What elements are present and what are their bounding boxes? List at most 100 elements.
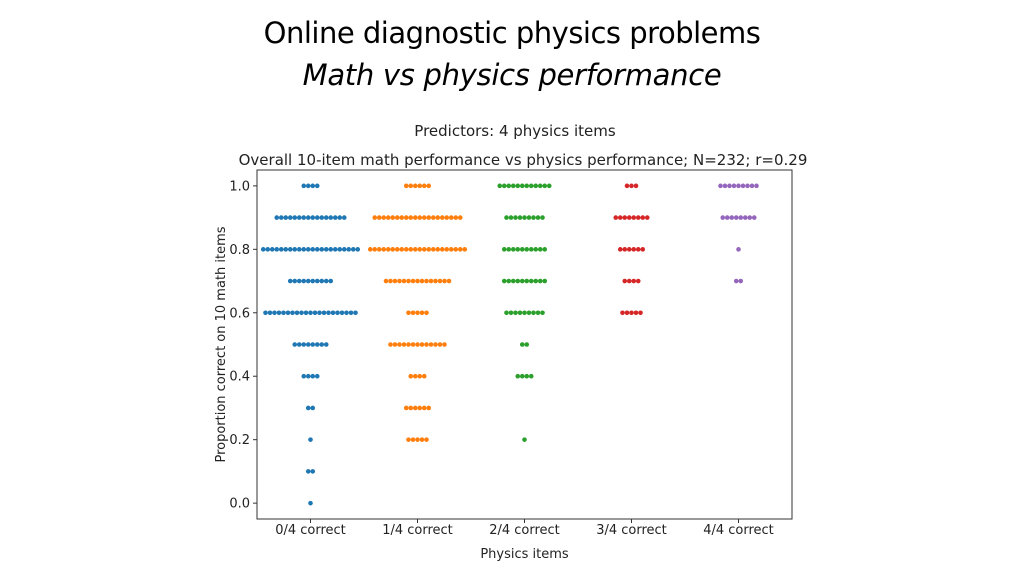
data-point bbox=[328, 278, 334, 284]
data-point bbox=[428, 278, 434, 284]
data-point bbox=[754, 183, 759, 189]
data-point bbox=[287, 215, 293, 220]
data-point bbox=[626, 278, 632, 284]
data-point bbox=[412, 247, 418, 252]
data-point bbox=[435, 215, 441, 220]
data-point bbox=[528, 373, 534, 379]
data-point bbox=[433, 278, 438, 284]
data-point bbox=[305, 469, 311, 474]
x-tick-label: 1/4 correct bbox=[382, 523, 453, 538]
data-point bbox=[620, 310, 625, 316]
data-point bbox=[394, 215, 400, 220]
data-point bbox=[633, 310, 639, 316]
data-point bbox=[319, 215, 325, 220]
data-point bbox=[310, 247, 316, 252]
data-point bbox=[749, 183, 755, 189]
data-point bbox=[626, 215, 632, 220]
data-point bbox=[515, 183, 521, 189]
data-point bbox=[285, 310, 291, 316]
data-point bbox=[421, 247, 427, 252]
data-point bbox=[283, 215, 289, 220]
data-point bbox=[326, 310, 331, 316]
data-point bbox=[417, 373, 423, 379]
data-point bbox=[323, 215, 329, 220]
data-point bbox=[457, 215, 463, 220]
data-point bbox=[720, 215, 726, 220]
data-point bbox=[310, 342, 316, 347]
data-point bbox=[524, 183, 530, 189]
data-point bbox=[328, 215, 334, 220]
data-point bbox=[426, 405, 432, 411]
data-point bbox=[524, 373, 530, 379]
data-point bbox=[736, 247, 741, 252]
data-point bbox=[533, 247, 539, 252]
data-point bbox=[301, 215, 307, 220]
data-point bbox=[406, 342, 411, 347]
data-point bbox=[341, 247, 347, 252]
data-point bbox=[419, 278, 425, 284]
data-point bbox=[524, 247, 530, 252]
data-point bbox=[540, 215, 545, 220]
data-point bbox=[406, 310, 411, 316]
data-point bbox=[528, 278, 534, 284]
data-point bbox=[421, 373, 427, 379]
data-point bbox=[622, 278, 628, 284]
data-point bbox=[355, 247, 361, 252]
data-point bbox=[635, 247, 641, 252]
data-point bbox=[301, 183, 307, 189]
data-point bbox=[401, 278, 407, 284]
data-point bbox=[301, 373, 307, 379]
data-point bbox=[546, 183, 552, 189]
data-point bbox=[497, 183, 503, 189]
data-point bbox=[332, 215, 338, 220]
data-point bbox=[617, 215, 623, 220]
data-point bbox=[321, 310, 327, 316]
data-point bbox=[522, 437, 527, 442]
data-point bbox=[727, 183, 732, 189]
data-point bbox=[278, 215, 284, 220]
data-point bbox=[426, 215, 432, 220]
data-point bbox=[376, 215, 382, 220]
data-point bbox=[430, 215, 436, 220]
data-point bbox=[314, 215, 320, 220]
data-point bbox=[317, 310, 322, 316]
data-point bbox=[328, 247, 334, 252]
data-point bbox=[372, 247, 378, 252]
data-point bbox=[263, 310, 268, 316]
data-point bbox=[526, 310, 532, 316]
data-point bbox=[517, 310, 523, 316]
data-point bbox=[542, 278, 548, 284]
data-point bbox=[301, 278, 307, 284]
data-point bbox=[412, 183, 418, 189]
data-point bbox=[403, 247, 409, 252]
data-point bbox=[519, 183, 525, 189]
y-axis-label: Proportion correct on 10 math items bbox=[214, 226, 229, 462]
data-point bbox=[417, 405, 423, 411]
data-point bbox=[408, 247, 414, 252]
data-point bbox=[403, 215, 409, 220]
data-point bbox=[406, 278, 411, 284]
data-point bbox=[399, 215, 405, 220]
data-point bbox=[314, 183, 320, 189]
data-point bbox=[415, 342, 420, 347]
data-point bbox=[410, 278, 416, 284]
data-point bbox=[542, 247, 548, 252]
data-point bbox=[415, 310, 420, 316]
data-point bbox=[319, 247, 325, 252]
data-point bbox=[510, 278, 516, 284]
data-point bbox=[722, 183, 728, 189]
data-point bbox=[733, 278, 739, 284]
data-point bbox=[305, 215, 311, 220]
data-point bbox=[335, 310, 340, 316]
data-point bbox=[424, 310, 429, 316]
data-point bbox=[733, 215, 739, 220]
data-point bbox=[745, 183, 750, 189]
data-point bbox=[638, 310, 643, 316]
data-point bbox=[533, 278, 539, 284]
data-point bbox=[344, 310, 349, 316]
data-point bbox=[453, 215, 459, 220]
data-point bbox=[310, 215, 316, 220]
data-point bbox=[305, 278, 311, 284]
data-point bbox=[319, 342, 325, 347]
data-point bbox=[419, 437, 425, 442]
